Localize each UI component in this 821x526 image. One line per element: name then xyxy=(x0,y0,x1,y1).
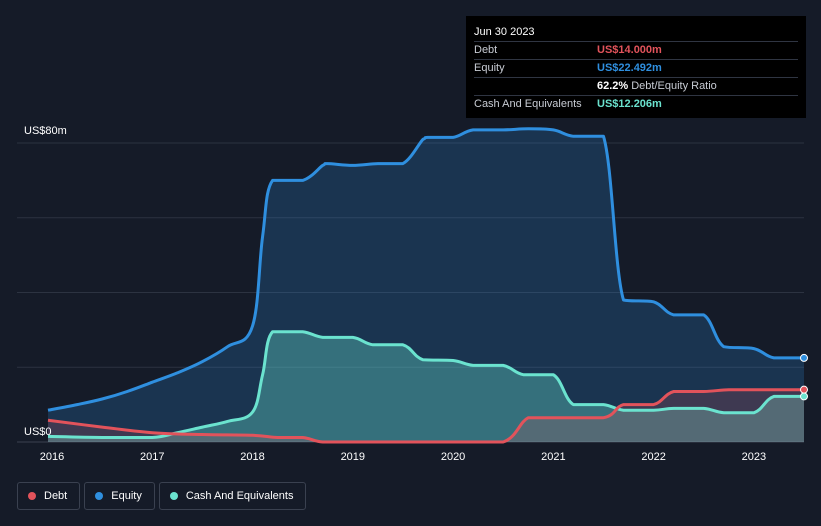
tooltip-cash-value: US$12.206m xyxy=(597,98,662,110)
debt-line xyxy=(47,388,804,444)
tooltip-row-ratio: 62.2% Debt/Equity Ratio xyxy=(474,78,798,96)
x-tick-label: 2016 xyxy=(40,451,64,463)
debt-area xyxy=(48,389,804,442)
cash-dot-icon xyxy=(169,492,178,500)
tooltip-row-cash: Cash And Equivalents US$12.206m xyxy=(474,96,798,113)
debt-end-marker xyxy=(800,385,808,394)
equity-end-marker xyxy=(800,353,808,362)
x-tick-label: 2020 xyxy=(441,451,465,463)
x-axis-labels: 2016 2017 2018 2019 2020 2021 2022 2023 xyxy=(40,451,766,463)
equity-area xyxy=(48,128,804,443)
x-tick-label: 2018 xyxy=(240,451,264,463)
legend-item-cash[interactable]: Cash And Equivalents xyxy=(158,482,307,510)
tooltip-ratio-suffix: Debt/Equity Ratio xyxy=(631,80,717,92)
legend-label: Equity xyxy=(111,490,142,502)
tooltip-date: Jun 30 2023 xyxy=(474,24,798,42)
cash-and-equivalents-area xyxy=(48,331,804,442)
tooltip-debt-value: US$14.000m xyxy=(597,44,662,56)
y-tick-label: US$80m xyxy=(24,125,67,137)
x-tick-label: 2023 xyxy=(742,451,766,463)
cash-and-equivalents-end-marker xyxy=(800,392,808,401)
chart-end-markers xyxy=(800,353,808,401)
chart-areas xyxy=(48,128,804,443)
tooltip-label: Equity xyxy=(474,62,505,74)
tooltip-label: Cash And Equivalents xyxy=(474,98,582,110)
tooltip-label: Debt xyxy=(474,44,498,56)
x-tick-label: 2022 xyxy=(641,451,665,463)
x-tick-label: 2017 xyxy=(140,451,164,463)
grid xyxy=(17,142,804,443)
legend-item-equity[interactable]: Equity xyxy=(84,482,155,510)
legend-label: Debt xyxy=(44,490,68,502)
equity-line xyxy=(47,127,804,412)
legend: Debt Equity Cash And Equivalents xyxy=(17,482,307,510)
legend-label: Cash And Equivalents xyxy=(185,490,294,502)
y-axis-labels: US$80m US$0 xyxy=(24,125,67,438)
tooltip-row-equity: Equity US$22.492m xyxy=(474,60,798,78)
tooltip-equity-value: US$22.492m xyxy=(597,62,662,74)
tooltip-row-debt: Debt US$14.000m xyxy=(474,42,798,60)
debt-dot-icon xyxy=(28,492,36,500)
equity-dot-icon xyxy=(95,492,104,500)
y-tick-label: US$0 xyxy=(24,426,52,438)
x-tick-label: 2019 xyxy=(341,451,365,463)
cash-and-equivalents-line xyxy=(47,330,804,439)
tooltip: Jun 30 2023 Debt US$14.000m Equity US$22… xyxy=(466,16,806,118)
legend-item-debt[interactable]: Debt xyxy=(17,482,81,510)
chart-lines xyxy=(47,127,804,444)
tooltip-ratio-value: 62.2% xyxy=(597,80,629,92)
tooltip-label xyxy=(474,78,597,95)
x-tick-label: 2021 xyxy=(541,451,565,463)
